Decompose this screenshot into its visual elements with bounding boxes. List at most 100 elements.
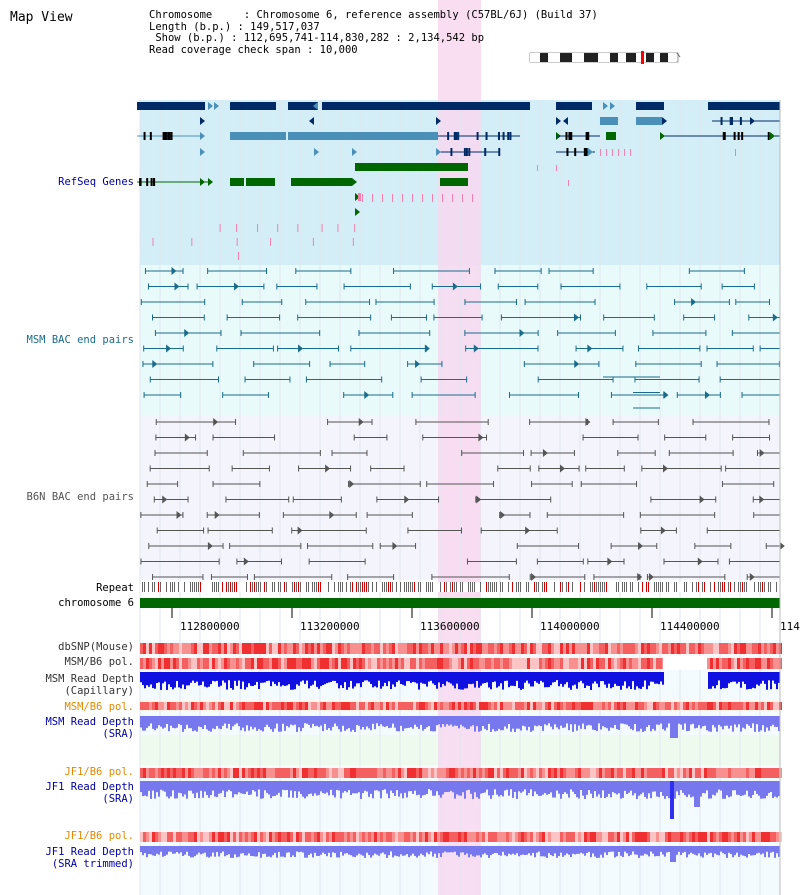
msm-sra-depth <box>404 716 406 729</box>
track-label-msm-bac[interactable]: MSM BAC end pairs <box>26 334 134 346</box>
track-label-msm-pol-2[interactable]: MSM/B6 pol. <box>64 701 134 713</box>
msm-pol-mark <box>554 658 557 669</box>
msm-cap-depth <box>718 672 720 681</box>
jf1-sra-depth <box>248 781 250 795</box>
repeat-mark <box>592 582 593 592</box>
jf1-pol2-mark <box>572 832 575 842</box>
pink-mark <box>432 194 433 202</box>
jf1-sra-depth <box>776 781 778 798</box>
ideogram-band <box>548 53 560 62</box>
msm-sra-depth <box>424 716 426 729</box>
pink-mark <box>270 238 272 246</box>
jf1-trim-depth <box>250 846 252 856</box>
msm-pol2-mark <box>635 702 638 710</box>
dbsnp-mark <box>734 643 737 654</box>
jf1-trim-depth <box>476 846 478 856</box>
msm-sra-depth <box>324 716 326 724</box>
track-label-jf1-pol[interactable]: JF1/B6 pol. <box>64 766 134 778</box>
jf1-pol-mark <box>539 768 542 778</box>
dbsnp-mark <box>230 643 233 654</box>
dbsnp-mark <box>395 643 398 654</box>
dbsnp-mark <box>563 643 566 654</box>
track-label-msm-depth-cap[interactable]: MSM Read Depth (Capillary) <box>45 673 134 697</box>
msm-cap-depth <box>288 672 290 685</box>
gene-block <box>230 132 286 140</box>
msm-pol2-mark <box>671 702 674 710</box>
dbsnp-mark <box>653 643 656 654</box>
msm-cap-depth <box>424 672 426 684</box>
msm-sra-depth <box>654 716 656 731</box>
msm-pol2-mark <box>560 702 563 710</box>
jf1-trim-depth <box>436 846 438 858</box>
jf1-sra-depth <box>594 781 596 792</box>
track-label-repeat[interactable]: Repeat <box>96 582 134 594</box>
track-label-jf1-depth-sra[interactable]: JF1 Read Depth (SRA) <box>45 781 134 805</box>
repeat-mark <box>738 582 739 592</box>
msm-cap-depth <box>366 672 368 681</box>
jf1-pol-mark <box>143 768 146 778</box>
jf1-sra-depth <box>570 781 572 790</box>
dbsnp-mark <box>725 643 728 654</box>
msm-pol2-mark <box>662 702 665 710</box>
track-label-refseq[interactable]: RefSeq Genes <box>58 176 134 188</box>
jf1-sra-depth <box>624 781 626 791</box>
repeat-mark <box>360 582 361 592</box>
jf1-sra-depth <box>376 781 378 791</box>
msm-cap-depth <box>728 672 730 684</box>
jf1-trim-depth <box>492 846 494 854</box>
msm-pol-mark <box>743 658 746 669</box>
track-label-dbsnp[interactable]: dbSNP(Mouse) <box>58 641 134 653</box>
repeat-mark <box>450 582 451 592</box>
jf1-sra-depth <box>262 781 264 799</box>
track-label-msm-pol[interactable]: MSM/B6 pol. <box>64 656 134 668</box>
track-label-jf1-pol-2[interactable]: JF1/B6 pol. <box>64 830 134 842</box>
msm-cap-depth <box>502 672 504 690</box>
msm-sra-depth <box>504 716 506 727</box>
jf1-trim-depth <box>152 846 154 856</box>
msm-pol-mark <box>566 658 569 669</box>
msm-sra-depth <box>460 716 462 725</box>
msm-cap-depth <box>750 672 752 689</box>
jf1-trim-depth <box>260 846 262 858</box>
msm-cap-depth <box>268 672 270 681</box>
jf1-trim-depth <box>310 846 312 854</box>
msm-sra-depth <box>176 716 178 728</box>
jf1-pol-mark <box>638 768 641 778</box>
msm-sra-depth <box>436 716 438 726</box>
repeat-mark <box>468 582 469 592</box>
jf1-sra-depth <box>196 781 198 793</box>
msm-sra-depth <box>448 716 450 726</box>
jf1-pol-mark <box>611 768 614 778</box>
msm-sra-depth <box>236 716 238 724</box>
jf1-sra-depth <box>414 781 416 791</box>
jf1-sra-depth <box>492 781 494 796</box>
msm-sra-depth <box>594 716 596 731</box>
msm-pol-mark <box>284 658 287 669</box>
dbsnp-mark <box>596 643 599 654</box>
msm-cap-depth <box>324 672 326 685</box>
dbsnp-mark <box>551 643 554 654</box>
dbsnp-mark <box>437 643 440 654</box>
track-label-b6n-bac[interactable]: B6N BAC end pairs <box>26 491 134 503</box>
jf1-sra-depth <box>516 781 518 799</box>
jf1-pol-mark <box>434 768 437 778</box>
msm-pol2-mark <box>491 702 494 710</box>
jf1-trim-depth <box>424 846 426 857</box>
msm-sra-depth <box>748 716 750 726</box>
jf1-trim-depth <box>538 846 540 852</box>
msm-pol2-mark <box>563 702 566 710</box>
msm-cap-depth <box>166 672 168 690</box>
jf1-trim-depth <box>318 846 320 856</box>
dbsnp-mark <box>566 643 569 654</box>
repeat-mark <box>572 582 573 592</box>
depth-spike <box>694 781 700 807</box>
label-line: MSM Read Depth <box>45 673 134 685</box>
track-label-jf1-depth-trim[interactable]: JF1 Read Depth (SRA trimmed) <box>45 846 134 870</box>
msm-cap-depth <box>200 672 202 685</box>
track-label-chromosome[interactable]: chromosome 6 <box>58 597 134 609</box>
jf1-sra-depth <box>562 781 564 795</box>
jf1-pol2-mark <box>581 832 584 842</box>
msm-cap-depth <box>710 672 712 689</box>
track-label-msm-depth-sra[interactable]: MSM Read Depth (SRA) <box>45 716 134 740</box>
msm-cap-depth <box>658 672 660 685</box>
